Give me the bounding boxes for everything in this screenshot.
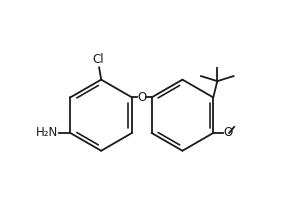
Text: O: O: [224, 126, 233, 139]
Text: Cl: Cl: [92, 53, 104, 66]
Text: H₂N: H₂N: [36, 126, 58, 139]
Text: O: O: [137, 91, 146, 104]
